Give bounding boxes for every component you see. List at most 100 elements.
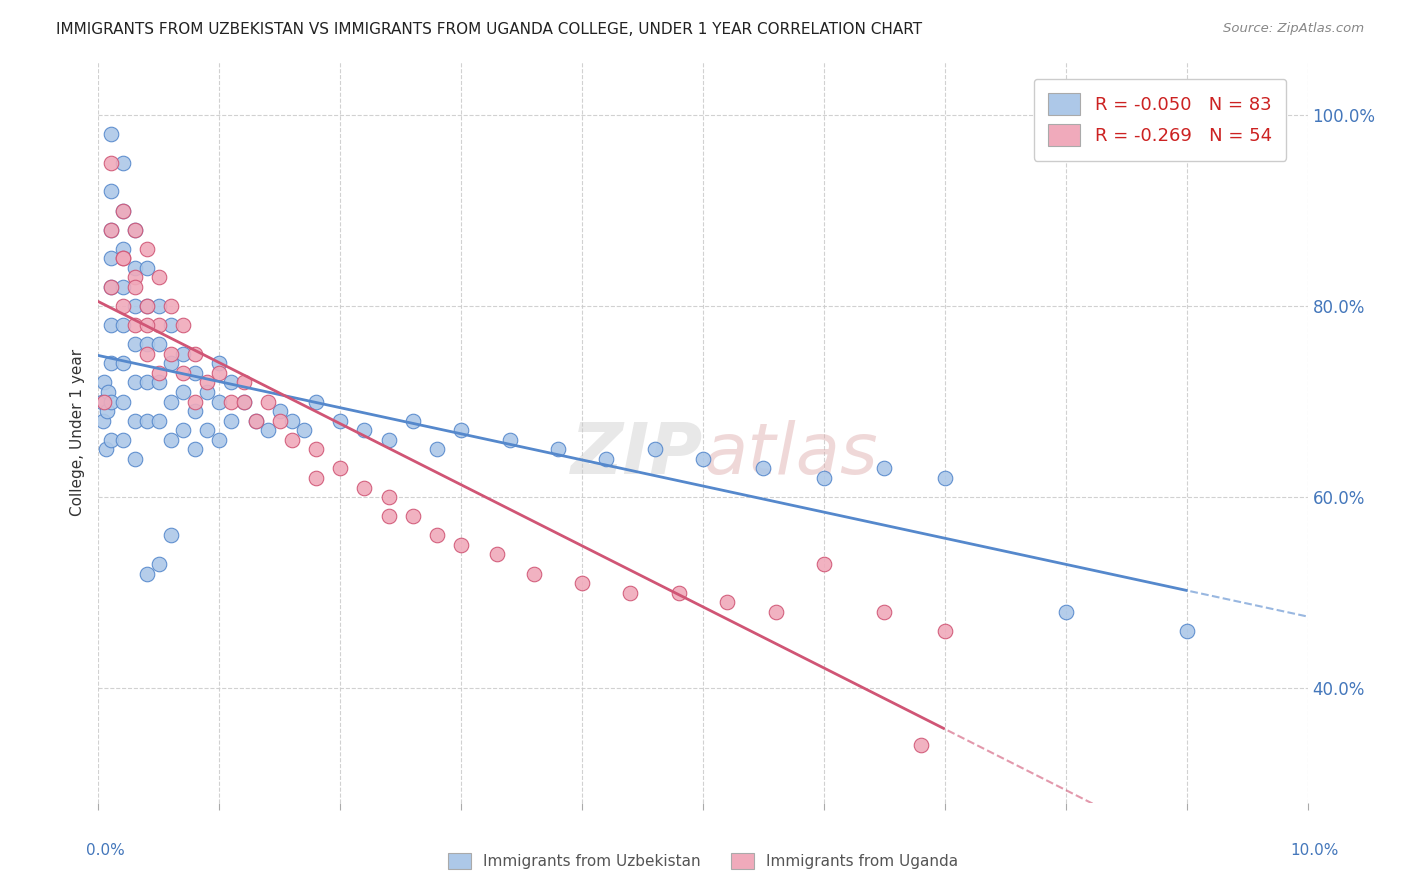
Point	[111, 356, 134, 370]
Point	[124, 318, 146, 333]
Point	[498, 433, 520, 447]
Point	[184, 366, 207, 380]
Point	[100, 280, 122, 294]
Point	[100, 252, 122, 266]
Point	[111, 394, 134, 409]
Text: 0.0%: 0.0%	[86, 843, 125, 858]
Point	[124, 222, 146, 236]
Point	[668, 585, 690, 599]
Point	[124, 260, 146, 275]
Point	[765, 605, 787, 619]
Point	[100, 127, 122, 141]
Point	[148, 337, 170, 351]
Point	[160, 356, 183, 370]
Point	[426, 442, 449, 457]
Point	[184, 404, 207, 418]
Point	[292, 423, 315, 437]
Point	[402, 414, 425, 428]
Point	[100, 394, 122, 409]
Point	[377, 433, 399, 447]
Point	[148, 270, 170, 285]
Point	[100, 222, 122, 236]
Point	[160, 347, 183, 361]
Point	[595, 451, 617, 466]
Point	[208, 366, 231, 380]
Point	[305, 471, 328, 485]
Point	[547, 442, 569, 457]
Point	[329, 461, 352, 475]
Point	[172, 384, 194, 399]
Legend: Immigrants from Uzbekistan, Immigrants from Uganda: Immigrants from Uzbekistan, Immigrants f…	[441, 847, 965, 875]
Point	[160, 528, 183, 542]
Point	[91, 414, 114, 428]
Point	[571, 576, 593, 591]
Point	[716, 595, 738, 609]
Point	[160, 433, 183, 447]
Point	[160, 394, 183, 409]
Point	[329, 414, 352, 428]
Point	[752, 461, 775, 475]
Point	[111, 155, 134, 169]
Point	[245, 414, 267, 428]
Point	[100, 356, 122, 370]
Point	[450, 538, 472, 552]
Point	[245, 414, 267, 428]
Point	[486, 548, 509, 562]
Point	[221, 376, 243, 390]
Point	[934, 624, 956, 638]
Point	[111, 299, 134, 313]
Point	[195, 384, 218, 399]
Point	[232, 376, 254, 390]
Point	[353, 481, 375, 495]
Point	[111, 252, 134, 266]
Point	[644, 442, 666, 457]
Point	[100, 318, 122, 333]
Point	[93, 394, 115, 409]
Point	[100, 222, 122, 236]
Point	[124, 414, 146, 428]
Point	[208, 433, 231, 447]
Point	[111, 433, 134, 447]
Point	[221, 394, 243, 409]
Point	[148, 366, 170, 380]
Point	[135, 337, 157, 351]
Point	[135, 318, 157, 333]
Point	[100, 433, 122, 447]
Point	[377, 509, 399, 524]
Point	[172, 423, 194, 437]
Point	[184, 394, 207, 409]
Point	[160, 299, 183, 313]
Point	[135, 566, 157, 581]
Text: atlas: atlas	[703, 420, 877, 490]
Point	[208, 356, 231, 370]
Point	[148, 376, 170, 390]
Point	[184, 347, 207, 361]
Point	[221, 414, 243, 428]
Point	[111, 280, 134, 294]
Point	[232, 394, 254, 409]
Point	[135, 299, 157, 313]
Point	[281, 433, 304, 447]
Point	[619, 585, 641, 599]
Point	[281, 414, 304, 428]
Point	[184, 442, 207, 457]
Point	[124, 299, 146, 313]
Text: Source: ZipAtlas.com: Source: ZipAtlas.com	[1223, 22, 1364, 36]
Point	[100, 185, 122, 199]
Point	[124, 222, 146, 236]
Point	[172, 318, 194, 333]
Point	[934, 471, 956, 485]
Point	[100, 280, 122, 294]
Point	[100, 155, 122, 169]
Point	[91, 394, 114, 409]
Point	[160, 318, 183, 333]
Point	[523, 566, 546, 581]
Point	[148, 414, 170, 428]
Point	[135, 260, 157, 275]
Point	[96, 404, 118, 418]
Point	[124, 337, 146, 351]
Point	[124, 280, 146, 294]
Point	[269, 404, 291, 418]
Point	[135, 347, 157, 361]
Point	[111, 318, 134, 333]
